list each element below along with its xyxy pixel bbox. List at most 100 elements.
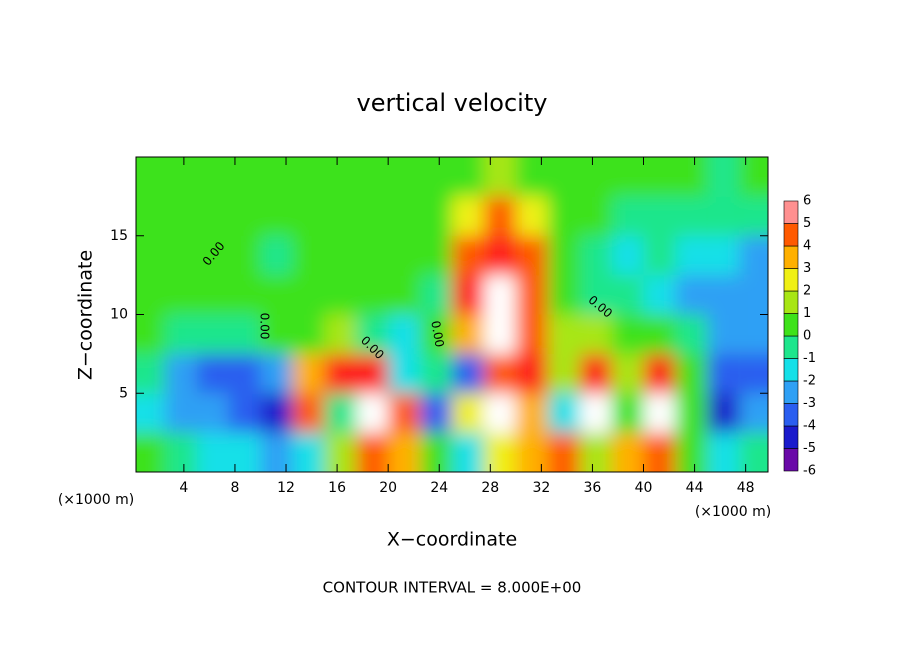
x-tick-label: 44	[686, 480, 704, 496]
cell	[356, 235, 389, 276]
cell	[643, 196, 676, 236]
cell	[483, 432, 516, 472]
cell	[515, 314, 548, 354]
x-unit-label: (×1000 m)	[58, 492, 134, 508]
colorbar-label: 1	[803, 306, 811, 321]
cell	[164, 157, 197, 197]
cell	[452, 353, 484, 394]
colorbar-swatch	[783, 313, 799, 337]
cell	[675, 432, 708, 472]
cell	[324, 393, 357, 433]
colorbar-swatch	[783, 358, 799, 382]
cell	[547, 353, 580, 394]
cell	[388, 157, 421, 197]
cell	[136, 235, 165, 276]
cell	[260, 393, 293, 433]
cell	[324, 275, 357, 315]
cell	[452, 275, 484, 315]
cell	[579, 432, 612, 472]
cell	[483, 235, 516, 276]
cell	[579, 196, 612, 236]
cell	[707, 393, 740, 433]
cell	[547, 275, 580, 315]
cell	[292, 353, 325, 394]
x-tick-label: 40	[635, 480, 653, 496]
cell	[228, 353, 261, 394]
colorbar-label: 5	[803, 216, 811, 231]
cell	[675, 353, 708, 394]
cell	[292, 314, 325, 354]
cell	[675, 393, 708, 433]
cell	[483, 196, 516, 236]
contour-note: CONTOUR INTERVAL = 8.000E+00	[323, 579, 582, 597]
x-tick-label: 32	[532, 480, 550, 496]
x-tick-label: 16	[328, 480, 346, 496]
cell	[388, 196, 421, 236]
cell	[136, 432, 165, 472]
cell	[196, 196, 229, 236]
cell	[420, 235, 452, 276]
cell	[707, 275, 740, 315]
cell	[292, 393, 325, 433]
cell	[196, 393, 229, 433]
cell	[324, 157, 357, 197]
cell	[420, 353, 452, 394]
cell	[356, 432, 389, 472]
cell	[388, 275, 421, 315]
colorbar-label: 3	[803, 261, 811, 276]
cell	[420, 393, 452, 433]
cell	[452, 157, 484, 197]
cell	[675, 235, 708, 276]
y-tick-label: 15	[110, 228, 128, 244]
cell	[611, 353, 644, 394]
cell	[164, 432, 197, 472]
cell	[515, 393, 548, 433]
cell	[164, 196, 197, 236]
cell	[356, 196, 389, 236]
x-tick-label: 36	[584, 480, 602, 496]
cell	[739, 314, 768, 354]
cell	[196, 157, 229, 197]
cell	[707, 157, 740, 197]
cell	[707, 353, 740, 394]
cell	[228, 157, 261, 197]
colorbar-swatch	[783, 290, 799, 314]
cell	[707, 432, 740, 472]
colorbar-swatch	[783, 200, 799, 224]
cell	[547, 196, 580, 236]
colorbar-label: 6	[803, 194, 811, 209]
cell	[324, 432, 357, 472]
colorbar-swatch	[783, 448, 799, 472]
colorbar-label: -5	[803, 441, 816, 456]
cell	[611, 432, 644, 472]
cell	[739, 196, 768, 236]
cell	[260, 432, 293, 472]
cell	[260, 196, 293, 236]
cell	[388, 235, 421, 276]
cell	[260, 314, 293, 354]
cell	[292, 196, 325, 236]
cell	[643, 157, 676, 197]
cell	[739, 235, 768, 276]
cell	[452, 432, 484, 472]
cell	[292, 432, 325, 472]
cell	[420, 157, 452, 197]
x-tick-label: 48	[737, 480, 755, 496]
cell	[579, 353, 612, 394]
cell	[643, 314, 676, 354]
cell	[228, 196, 261, 236]
y-tick-label: 10	[110, 307, 128, 323]
colorbar-swatch	[783, 335, 799, 359]
cell	[136, 314, 165, 354]
cell	[136, 393, 165, 433]
cell	[547, 432, 580, 472]
cell	[452, 196, 484, 236]
cell	[388, 314, 421, 354]
colorbar-label: -2	[803, 374, 816, 389]
colorbar-label: 2	[803, 284, 811, 299]
cell	[136, 275, 165, 315]
colorbar-swatch	[783, 268, 799, 292]
cell	[611, 314, 644, 354]
cell	[164, 393, 197, 433]
